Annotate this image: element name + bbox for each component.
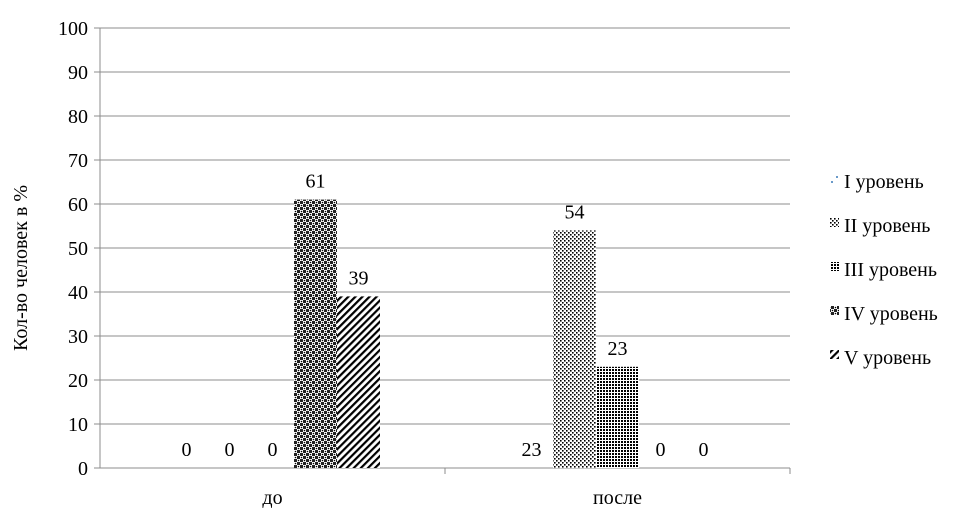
legend-entry: II уровень (844, 215, 930, 237)
y-axis-label: Кол-во человек в % (10, 185, 32, 351)
data-label: 0 (268, 439, 278, 461)
y-tick-label: 0 (78, 458, 88, 480)
data-labels: 0 0 0 61 39 23 54 23 0 0 (182, 171, 709, 461)
data-label: 23 (608, 338, 628, 360)
data-label: 0 (225, 439, 235, 461)
y-tick-label: 40 (68, 282, 88, 304)
bar-3-2 (596, 366, 639, 468)
legend-swatch (830, 306, 839, 315)
y-tick-label: 80 (68, 106, 88, 128)
data-label: 23 (522, 439, 542, 461)
y-tick-label: 100 (58, 18, 88, 40)
axes (94, 27, 791, 474)
legend-swatch (830, 350, 839, 359)
bar-4-1 (294, 199, 337, 468)
bar-2-2 (553, 230, 596, 468)
data-label: 61 (306, 171, 326, 193)
x-tick-label: до (262, 487, 282, 509)
x-axis-ticks: до после (262, 487, 642, 509)
x-tick-label: после (593, 487, 642, 509)
y-tick-label: 20 (68, 370, 88, 392)
legend-swatch (830, 262, 839, 271)
y-axis-ticks: 0 10 20 30 40 50 60 70 80 90 100 (58, 18, 88, 480)
legend-entry: III уровень (844, 259, 937, 281)
legend-entry: I уровень (844, 171, 924, 193)
y-tick-label: 50 (68, 238, 88, 260)
y-tick-label: 70 (68, 150, 88, 172)
data-label: 39 (349, 267, 369, 289)
legend-swatch (830, 218, 839, 227)
legend-swatch (830, 174, 839, 183)
legend-entry: IV уровень (844, 303, 938, 325)
bars (294, 199, 639, 468)
legend: I уровень II уровень III уровень IV уровень… (830, 171, 938, 369)
y-tick-label: 10 (68, 414, 88, 436)
data-label: 0 (699, 439, 709, 461)
legend-entry: V уровень (844, 347, 931, 369)
data-label: 0 (182, 439, 192, 461)
data-label: 54 (565, 201, 585, 223)
gridlines (100, 27, 790, 425)
y-tick-label: 30 (68, 326, 88, 348)
data-label: 0 (656, 439, 666, 461)
y-tick-label: 60 (68, 194, 88, 216)
y-tick-label: 90 (68, 62, 88, 84)
bar-5-1 (337, 296, 380, 468)
